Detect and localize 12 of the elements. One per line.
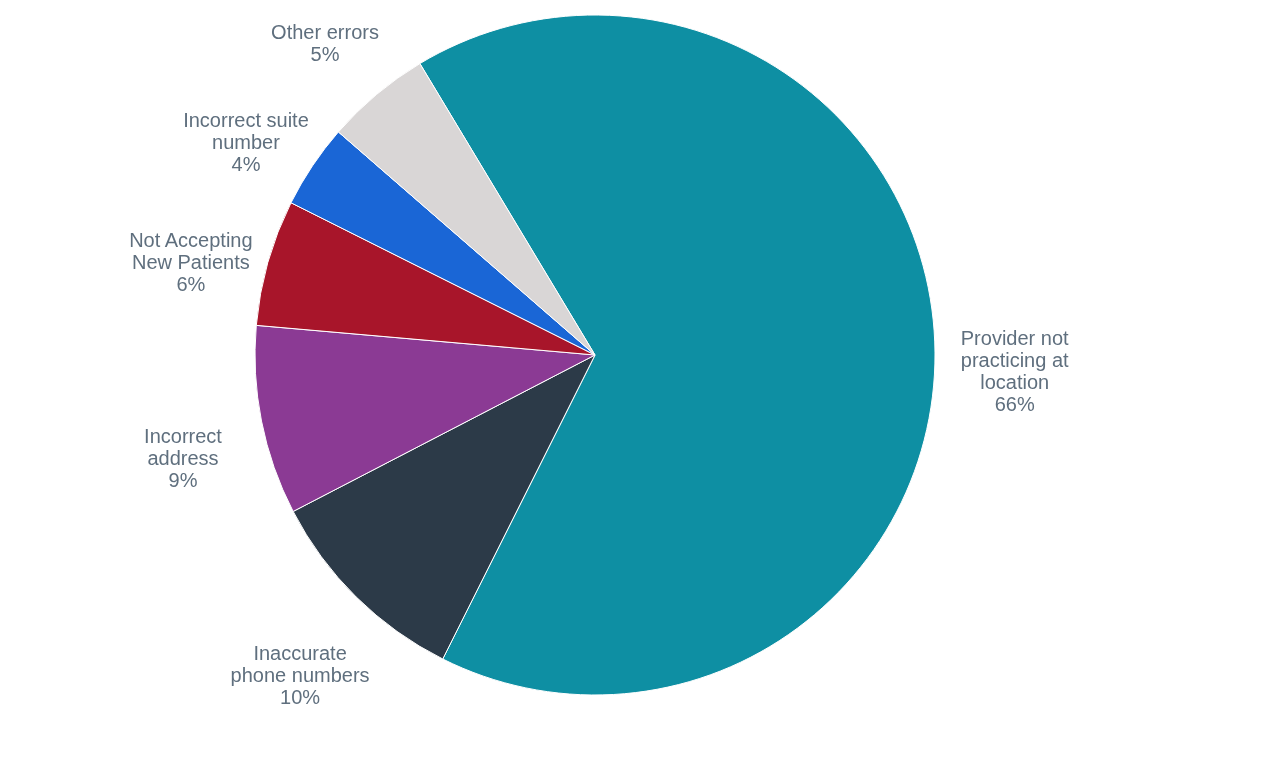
data-label: 4% <box>231 153 261 176</box>
data-label: 66% <box>994 392 1035 415</box>
data-label: 10% <box>280 686 321 709</box>
slice-label: Incorrect suite number <box>183 109 309 154</box>
slice-label: Other errors <box>271 21 379 44</box>
slice-label: Not Accepting New Patients <box>129 228 253 273</box>
slice-label: Provider not practicing at location <box>960 326 1070 393</box>
data-label: 5% <box>310 43 340 66</box>
data-label: 9% <box>168 468 198 491</box>
data-label: 6% <box>176 272 206 295</box>
slice-label: Incorrect address <box>144 424 223 469</box>
slice-label: Inaccurate phone numbers <box>230 642 370 687</box>
